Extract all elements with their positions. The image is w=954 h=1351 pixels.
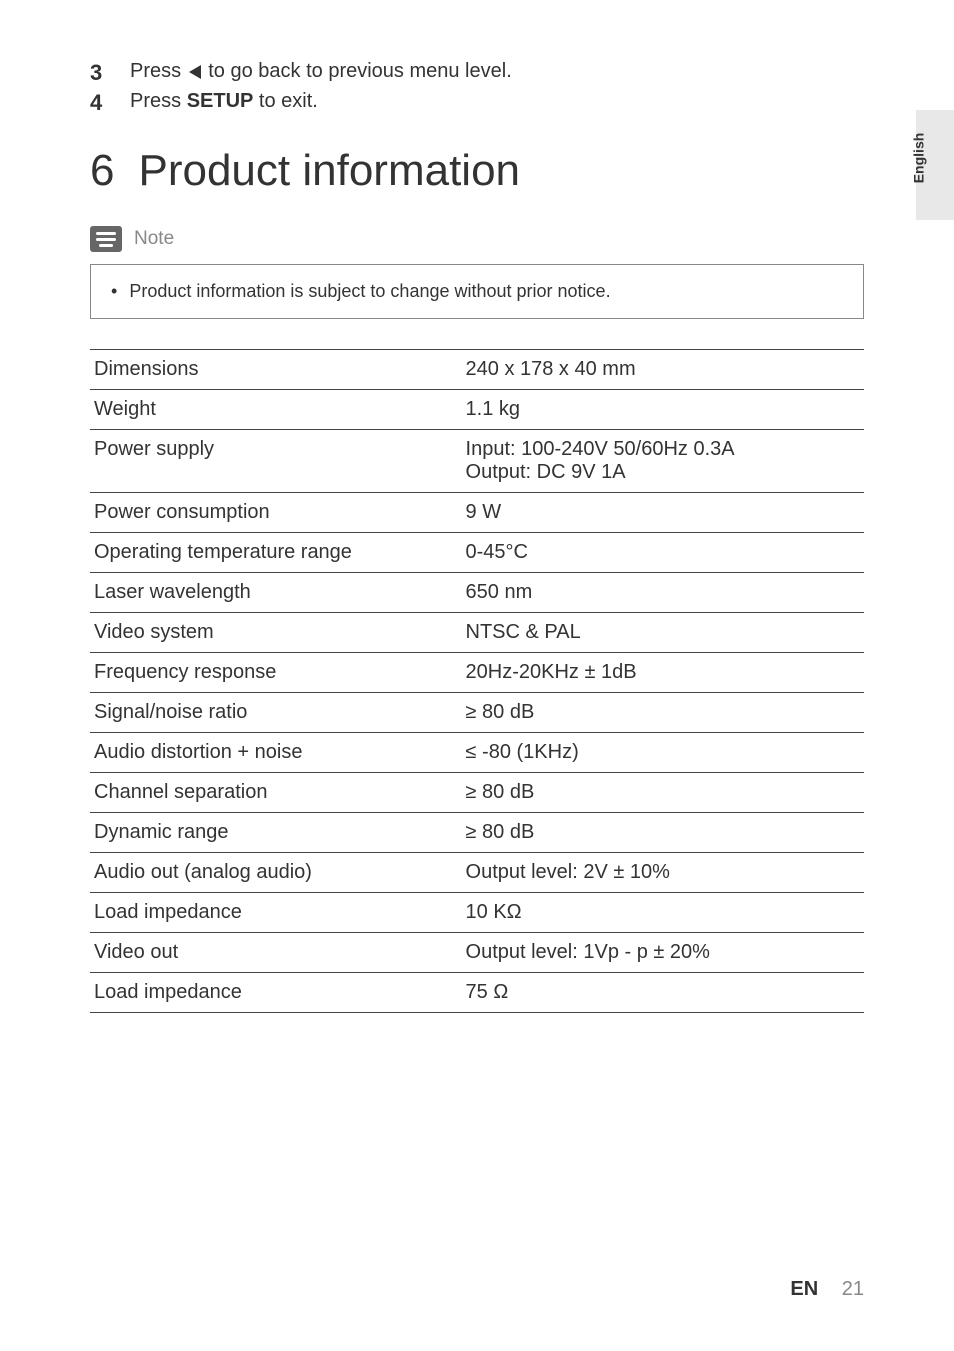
table-row: Dynamic range≥ 80 dB [90, 813, 864, 853]
page-footer: EN 21 [790, 1278, 864, 1301]
language-tab-label: English [911, 133, 927, 184]
spec-value: Input: 100-240V 50/60Hz 0.3A Output: DC … [462, 430, 864, 493]
note-item: Product information is subject to change… [111, 281, 843, 302]
spec-value: 9 W [462, 493, 864, 533]
instruction-item: 3 Press to go back to previous menu leve… [90, 60, 864, 86]
table-row: Laser wavelength650 nm [90, 573, 864, 613]
spec-value: Output level: 1Vp - p ± 20% [462, 933, 864, 973]
spec-label: Operating temperature range [90, 533, 462, 573]
spec-label: Weight [90, 390, 462, 430]
instruction-text: Press to go back to previous menu level. [130, 60, 512, 86]
spec-value: ≥ 80 dB [462, 773, 864, 813]
spec-value: 20Hz-20KHz ± 1dB [462, 653, 864, 693]
instruction-suffix: to exit. [253, 90, 317, 112]
instruction-prefix: Press [130, 60, 187, 82]
section-heading: 6 Product information [90, 146, 864, 196]
spec-label: Signal/noise ratio [90, 693, 462, 733]
instruction-item: 4 Press SETUP to exit. [90, 90, 864, 116]
table-row: Audio distortion + noise≤ -80 (1KHz) [90, 733, 864, 773]
note-box: Note Product information is subject to c… [90, 226, 864, 319]
spec-label: Load impedance [90, 893, 462, 933]
instruction-number: 3 [90, 60, 130, 86]
table-row: Weight1.1 kg [90, 390, 864, 430]
spec-label: Channel separation [90, 773, 462, 813]
table-row: Load impedance10 KΩ [90, 893, 864, 933]
footer-language: EN [790, 1278, 818, 1300]
spec-value: 75 Ω [462, 973, 864, 1013]
spec-label: Frequency response [90, 653, 462, 693]
footer-page-number: 21 [842, 1278, 864, 1300]
spec-table: Dimensions240 x 178 x 40 mmWeight1.1 kgP… [90, 349, 864, 1013]
spec-label: Laser wavelength [90, 573, 462, 613]
spec-value: ≥ 80 dB [462, 813, 864, 853]
spec-label: Video out [90, 933, 462, 973]
instruction-number: 4 [90, 90, 130, 116]
table-row: Channel separation≥ 80 dB [90, 773, 864, 813]
instruction-suffix: to go back to previous menu level. [203, 60, 512, 82]
table-row: Signal/noise ratio≥ 80 dB [90, 693, 864, 733]
instruction-bold: SETUP [187, 90, 254, 112]
table-row: Load impedance75 Ω [90, 973, 864, 1013]
spec-value: 650 nm [462, 573, 864, 613]
spec-label: Video system [90, 613, 462, 653]
spec-label: Load impedance [90, 973, 462, 1013]
spec-value: Output level: 2V ± 10% [462, 853, 864, 893]
spec-label: Power consumption [90, 493, 462, 533]
table-row: Power consumption9 W [90, 493, 864, 533]
spec-value: 1.1 kg [462, 390, 864, 430]
spec-label: Audio distortion + noise [90, 733, 462, 773]
table-row: Video systemNTSC & PAL [90, 613, 864, 653]
table-row: Frequency response20Hz-20KHz ± 1dB [90, 653, 864, 693]
section-number: 6 [90, 146, 114, 196]
table-row: Power supplyInput: 100-240V 50/60Hz 0.3A… [90, 430, 864, 493]
spec-value: 240 x 178 x 40 mm [462, 350, 864, 390]
instruction-prefix: Press [130, 90, 187, 112]
note-icon [90, 226, 122, 252]
spec-label: Dynamic range [90, 813, 462, 853]
instruction-list: 3 Press to go back to previous menu leve… [90, 60, 864, 116]
spec-value: 10 KΩ [462, 893, 864, 933]
instruction-text: Press SETUP to exit. [130, 90, 318, 116]
table-row: Video outOutput level: 1Vp - p ± 20% [90, 933, 864, 973]
arrow-left-icon [189, 65, 201, 79]
table-row: Dimensions240 x 178 x 40 mm [90, 350, 864, 390]
section-title: Product information [138, 146, 520, 196]
table-row: Audio out (analog audio)Output level: 2V… [90, 853, 864, 893]
spec-value: 0-45°C [462, 533, 864, 573]
table-row: Operating temperature range0-45°C [90, 533, 864, 573]
spec-label: Power supply [90, 430, 462, 493]
note-header: Note [90, 226, 864, 252]
spec-label: Audio out (analog audio) [90, 853, 462, 893]
spec-label: Dimensions [90, 350, 462, 390]
spec-value: NTSC & PAL [462, 613, 864, 653]
spec-value: ≤ -80 (1KHz) [462, 733, 864, 773]
note-content: Product information is subject to change… [90, 264, 864, 319]
spec-value: ≥ 80 dB [462, 693, 864, 733]
note-label: Note [134, 228, 174, 250]
